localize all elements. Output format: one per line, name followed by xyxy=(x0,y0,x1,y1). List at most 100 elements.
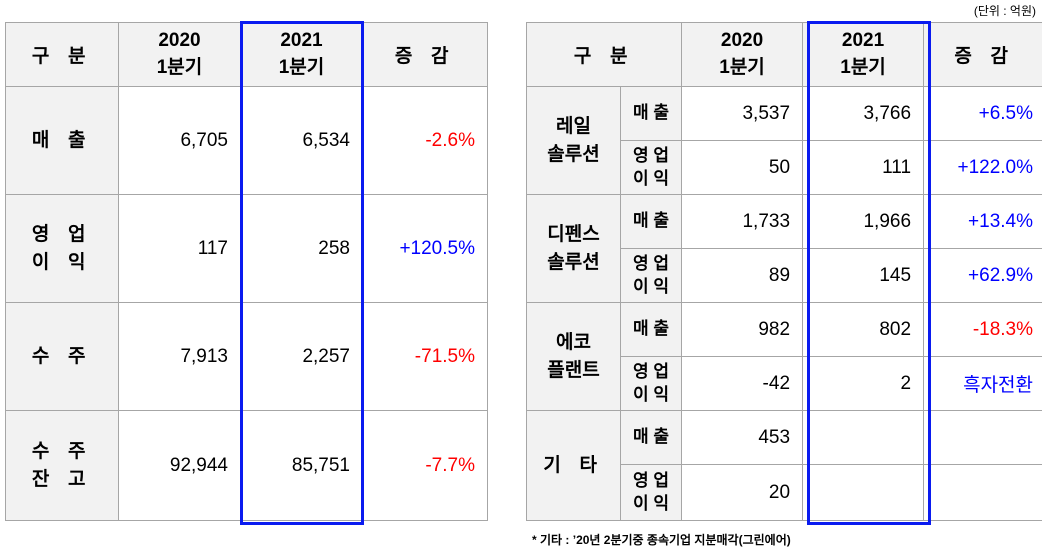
value-2021: 145 xyxy=(802,248,925,303)
right-header-2020: 2020 1분기 xyxy=(681,22,804,87)
table-row: 매 출 6,705 6,534 -2.6% xyxy=(5,86,488,195)
metric-label-line1: 영 업 xyxy=(633,471,670,491)
row-label: 영 업 이 익 xyxy=(5,194,119,303)
value-2021: 258 xyxy=(240,194,363,303)
right-header-2021: 2021 1분기 xyxy=(802,22,925,87)
segment-name: 기 타 xyxy=(526,410,621,521)
table-row: 영 업 이 익 117 258 +120.5% xyxy=(5,194,488,303)
right-header-2021-quarter: 1분기 xyxy=(840,57,886,78)
table-row: 레일 솔루션 매 출 3,537 3,766 +6.5% xyxy=(526,86,1042,195)
footnote: * 기타 : ’20년 2분기중 종속기업 지분매각(그린에어) xyxy=(532,533,791,547)
row-label-line1: 수 주 xyxy=(31,345,93,367)
table-row: 영 업 이 익 89 145 +62.9% xyxy=(527,248,1042,303)
metric-label: 매 출 xyxy=(619,194,683,249)
value-2021 xyxy=(802,464,925,521)
left-header-2020-year: 2020 xyxy=(158,30,201,51)
value-2021 xyxy=(802,410,925,465)
table-row: 영 업 이 익 20 xyxy=(527,464,1042,521)
table-row: 에코 플랜트 매 출 982 802 -18.3% xyxy=(526,302,1042,411)
change-value: +120.5% xyxy=(362,194,488,303)
left-header-row: 구 분 2020 1분기 2021 1분기 증 감 xyxy=(5,22,488,87)
segment-name-line1: 디펜스 xyxy=(547,223,600,245)
value-2021: 2,257 xyxy=(240,302,363,411)
table-row: 디펜스 솔루션 매 출 1,733 1,966 +13.4% xyxy=(526,194,1042,303)
left-header-2020: 2020 1분기 xyxy=(118,22,241,87)
value-2020: 20 xyxy=(681,464,804,521)
change-value: -71.5% xyxy=(362,302,488,411)
segment-name: 디펜스 솔루션 xyxy=(526,194,621,303)
value-2020: 3,537 xyxy=(681,86,804,141)
segment-name-line2: 솔루션 xyxy=(547,143,600,165)
metric-label-line2: 이 익 xyxy=(633,493,670,513)
metric-label-line2: 이 익 xyxy=(633,168,670,188)
right-header-change: 증 감 xyxy=(923,22,1042,87)
metric-label: 영 업 이 익 xyxy=(619,356,683,411)
change-value: -7.7% xyxy=(362,410,488,521)
segment-name: 레일 솔루션 xyxy=(526,86,621,195)
metric-label: 영 업 이 익 xyxy=(619,140,683,195)
segment-name-line2: 솔루션 xyxy=(547,251,600,273)
value-2020: -42 xyxy=(681,356,804,411)
metric-label: 매 출 xyxy=(619,410,683,465)
table-row: 수 주 잔 고 92,944 85,751 -7.7% xyxy=(5,410,488,521)
change-value: +122.0% xyxy=(923,140,1042,195)
right-header-2021-year: 2021 xyxy=(841,30,885,51)
row-label-line1: 영 업 xyxy=(31,223,93,245)
table-row: 수 주 7,913 2,257 -71.5% xyxy=(5,302,488,411)
segment-name-line1: 레일 xyxy=(556,115,591,137)
segment-name-line1: 기 타 xyxy=(543,454,604,476)
table-row: 기 타 매 출 453 xyxy=(526,410,1042,521)
right-header-category: 구 분 xyxy=(525,22,683,87)
table-row: 영 업 이 익 50 111 +122.0% xyxy=(527,140,1042,195)
row-label-line2: 이 익 xyxy=(31,251,93,273)
metric-label: 매 출 xyxy=(619,86,683,141)
metric-label-line2: 이 익 xyxy=(633,276,670,296)
metric-label-line2: 이 익 xyxy=(633,384,670,404)
row-label-line1: 수 주 xyxy=(31,440,93,462)
value-2020: 50 xyxy=(681,140,804,195)
right-segment-table: 구 분 2020 1분기 2021 1분기 증 감 레일 솔루션 매 출 3,5… xyxy=(525,22,1042,521)
value-2020: 92,944 xyxy=(118,410,241,521)
left-header-category: 구 분 xyxy=(5,22,119,87)
change-value: -18.3% xyxy=(923,302,1042,357)
change-value: -2.6% xyxy=(362,86,488,195)
metric-label-line1: 영 업 xyxy=(633,146,670,166)
metric-label: 영 업 이 익 xyxy=(619,248,683,303)
value-2020: 1,733 xyxy=(681,194,804,249)
change-value xyxy=(923,410,1042,465)
change-value xyxy=(923,464,1042,521)
right-header-2020-quarter: 1분기 xyxy=(719,57,765,78)
value-2021: 6,534 xyxy=(240,86,363,195)
value-2020: 7,913 xyxy=(118,302,241,411)
right-header-row: 구 분 2020 1분기 2021 1분기 증 감 xyxy=(525,22,1042,87)
value-2020: 982 xyxy=(681,302,804,357)
value-2021: 2 xyxy=(802,356,925,411)
row-label-line2: 잔 고 xyxy=(31,468,93,490)
row-label: 수 주 잔 고 xyxy=(5,410,119,521)
row-label-line1: 매 출 xyxy=(31,129,93,151)
left-header-2020-quarter: 1분기 xyxy=(156,57,203,78)
change-value: +62.9% xyxy=(923,248,1042,303)
segment-name-line1: 에코 xyxy=(556,331,591,353)
metric-label-line1: 영 업 xyxy=(633,254,670,274)
value-2021: 85,751 xyxy=(240,410,363,521)
row-label: 매 출 xyxy=(5,86,119,195)
value-2021: 1,966 xyxy=(802,194,925,249)
left-summary-table: 구 분 2020 1분기 2021 1분기 증 감 매 출 6,705 6,53… xyxy=(5,22,488,521)
left-header-2021-quarter: 1분기 xyxy=(278,57,325,78)
left-header-2021-year: 2021 xyxy=(280,30,323,51)
value-2020: 6,705 xyxy=(118,86,241,195)
left-header-change: 증 감 xyxy=(362,22,488,87)
row-label: 수 주 xyxy=(5,302,119,411)
change-value: +6.5% xyxy=(923,86,1042,141)
value-2021: 802 xyxy=(802,302,925,357)
change-value: +13.4% xyxy=(923,194,1042,249)
value-2021: 3,766 xyxy=(802,86,925,141)
right-header-2020-year: 2020 xyxy=(720,30,764,51)
unit-label: (단위 : 억원) xyxy=(973,4,1036,18)
table-row: 영 업 이 익 -42 2 흑자전환 xyxy=(527,356,1042,411)
left-header-2021: 2021 1분기 xyxy=(240,22,363,87)
value-2020: 89 xyxy=(681,248,804,303)
segment-name: 에코 플랜트 xyxy=(526,302,621,411)
value-2020: 117 xyxy=(118,194,241,303)
